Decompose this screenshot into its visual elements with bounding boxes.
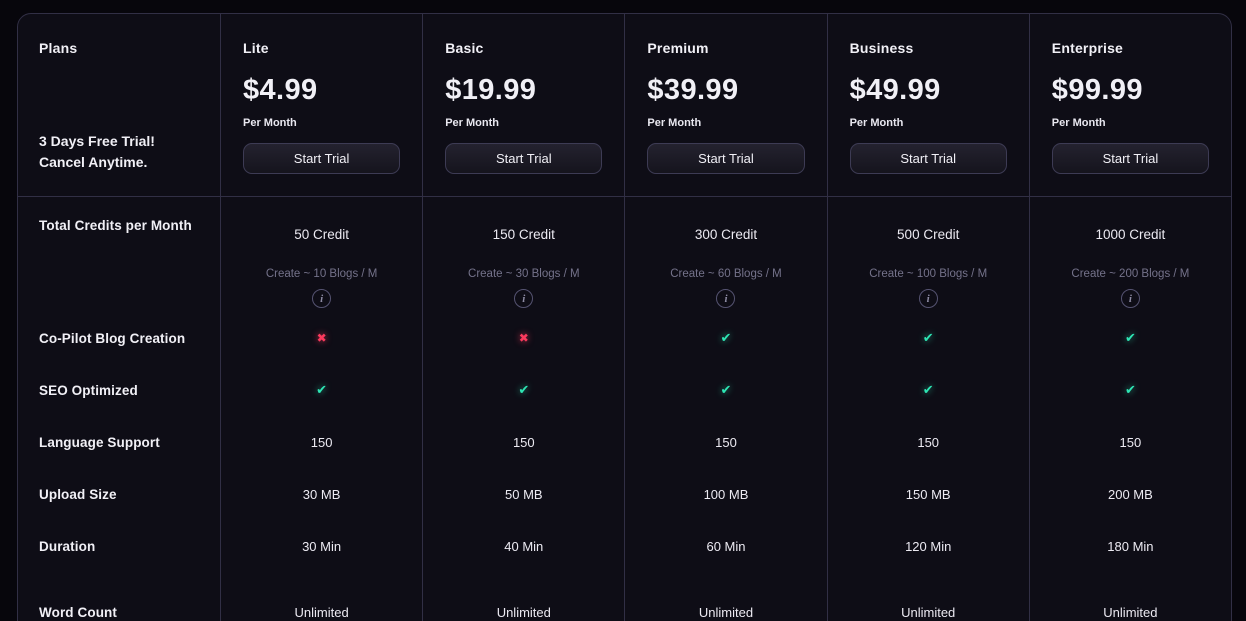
blogs-estimate: Create ~ 60 Blogs / M bbox=[670, 268, 782, 280]
row-label-wordcount: Word Count bbox=[39, 604, 117, 620]
info-icon[interactable]: i bbox=[918, 289, 938, 308]
start-trial-button-business[interactable]: Start Trial bbox=[849, 143, 1007, 174]
wordcount-cell-business: Unlimited bbox=[826, 572, 1029, 621]
credits-cell-business: 500 Credit Create ~ 100 Blogs / M i bbox=[826, 197, 1029, 312]
seo-cell-basic: ✔ bbox=[422, 364, 624, 416]
plan-name: Basic bbox=[445, 40, 484, 56]
credits-cell-lite: 50 Credit Create ~ 10 Blogs / M i bbox=[220, 197, 422, 312]
plan-header-premium: Premium $39.99 Per Month Start Trial bbox=[624, 14, 827, 197]
wordcount-cell-enterprise: Unlimited bbox=[1028, 572, 1231, 621]
per-month-label: Per Month bbox=[445, 117, 499, 129]
credits-value: 150 Credit bbox=[492, 227, 555, 242]
blogs-estimate: Create ~ 100 Blogs / M bbox=[869, 268, 988, 280]
info-icon[interactable]: i bbox=[312, 289, 332, 308]
plans-heading: Plans bbox=[39, 40, 78, 56]
language-cell-basic: 150 bbox=[422, 416, 624, 468]
seo-cell-premium: ✔ bbox=[624, 364, 826, 416]
plan-header-basic: Basic $19.99 Per Month Start Trial bbox=[422, 14, 625, 197]
plan-header-business: Business $49.99 Per Month Start Trial bbox=[826, 14, 1029, 197]
row-label-credits: Total Credits per Month bbox=[39, 218, 192, 233]
plan-price: $4.99 bbox=[243, 74, 318, 106]
language-cell-business: 150 bbox=[826, 416, 1029, 468]
plan-name: Enterprise bbox=[1051, 40, 1124, 56]
upload-cell-lite: 30 MB bbox=[220, 468, 422, 520]
plan-price: $39.99 bbox=[647, 74, 739, 106]
info-icon[interactable]: i bbox=[716, 289, 736, 308]
language-cell-lite: 150 bbox=[220, 416, 422, 468]
seo-cell-business: ✔ bbox=[826, 364, 1029, 416]
pricing-table: Plans 3 Days Free Trial! Cancel Anytime.… bbox=[17, 13, 1232, 621]
duration-cell-business: 120 Min bbox=[826, 520, 1029, 572]
per-month-label: Per Month bbox=[1051, 117, 1106, 129]
seo-cell-lite: ✔ bbox=[220, 364, 422, 416]
check-icon: ✔ bbox=[720, 330, 732, 346]
cross-icon: ✖ bbox=[518, 331, 529, 345]
copilot-cell-basic: ✖ bbox=[422, 312, 624, 364]
upload-cell-premium: 100 MB bbox=[624, 468, 826, 520]
start-trial-button-enterprise[interactable]: Start Trial bbox=[1051, 143, 1209, 174]
check-icon: ✔ bbox=[922, 382, 934, 398]
upload-cell-basic: 50 MB bbox=[422, 468, 624, 520]
corner-cell: Plans 3 Days Free Trial! Cancel Anytime. bbox=[18, 14, 220, 197]
row-label-upload: Upload Size bbox=[39, 486, 117, 502]
duration-cell-basic: 40 Min bbox=[422, 520, 624, 572]
row-label-seo: SEO Optimized bbox=[39, 382, 138, 398]
per-month-label: Per Month bbox=[243, 117, 297, 129]
row-label-language: Language Support bbox=[39, 434, 160, 450]
duration-cell-enterprise: 180 Min bbox=[1028, 520, 1231, 572]
plan-price: $19.99 bbox=[445, 74, 537, 106]
check-icon: ✔ bbox=[1124, 330, 1136, 346]
credits-cell-enterprise: 1000 Credit Create ~ 200 Blogs / M i bbox=[1028, 197, 1231, 312]
cross-icon: ✖ bbox=[316, 331, 327, 345]
check-icon: ✔ bbox=[316, 382, 328, 398]
copilot-cell-enterprise: ✔ bbox=[1028, 312, 1231, 364]
wordcount-cell-lite: Unlimited bbox=[220, 572, 422, 621]
credits-value: 1000 Credit bbox=[1095, 227, 1166, 242]
check-icon: ✔ bbox=[720, 382, 732, 398]
check-icon: ✔ bbox=[518, 382, 530, 398]
credits-cell-premium: 300 Credit Create ~ 60 Blogs / M i bbox=[624, 197, 826, 312]
plan-header-enterprise: Enterprise $99.99 Per Month Start Trial bbox=[1028, 14, 1231, 197]
copilot-cell-lite: ✖ bbox=[220, 312, 422, 364]
per-month-label: Per Month bbox=[849, 117, 904, 129]
credits-value: 500 Credit bbox=[897, 227, 960, 242]
copilot-cell-premium: ✔ bbox=[624, 312, 826, 364]
seo-cell-enterprise: ✔ bbox=[1028, 364, 1231, 416]
per-month-label: Per Month bbox=[647, 117, 702, 129]
plan-header-lite: Lite $4.99 Per Month Start Trial bbox=[220, 14, 423, 197]
language-cell-premium: 150 bbox=[624, 416, 826, 468]
duration-cell-lite: 30 Min bbox=[220, 520, 422, 572]
info-icon[interactable]: i bbox=[1120, 289, 1140, 308]
check-icon: ✔ bbox=[1124, 382, 1136, 398]
row-label-duration: Duration bbox=[39, 538, 96, 554]
copilot-cell-business: ✔ bbox=[826, 312, 1029, 364]
plan-price: $49.99 bbox=[849, 74, 941, 106]
plan-name: Business bbox=[849, 40, 914, 56]
info-icon[interactable]: i bbox=[514, 289, 534, 308]
upload-cell-enterprise: 200 MB bbox=[1028, 468, 1231, 520]
blogs-estimate: Create ~ 200 Blogs / M bbox=[1071, 268, 1190, 280]
credits-value: 300 Credit bbox=[694, 227, 758, 242]
wordcount-cell-basic: Unlimited bbox=[422, 572, 624, 621]
start-trial-button-premium[interactable]: Start Trial bbox=[647, 143, 805, 174]
language-cell-enterprise: 150 bbox=[1028, 416, 1231, 468]
check-icon: ✔ bbox=[922, 330, 934, 346]
trial-note-line2: Cancel Anytime. bbox=[39, 154, 148, 171]
start-trial-button-lite[interactable]: Start Trial bbox=[243, 143, 401, 174]
trial-note: 3 Days Free Trial! Cancel Anytime. bbox=[39, 131, 200, 174]
trial-note-line1: 3 Days Free Trial! bbox=[39, 132, 155, 149]
credits-cell-basic: 150 Credit Create ~ 30 Blogs / M i bbox=[422, 197, 624, 312]
credits-value: 50 Credit bbox=[294, 227, 349, 242]
plan-name: Premium bbox=[647, 40, 709, 56]
duration-cell-premium: 60 Min bbox=[624, 520, 826, 572]
row-label-copilot: Co-Pilot Blog Creation bbox=[39, 330, 186, 346]
upload-cell-business: 150 MB bbox=[826, 468, 1029, 520]
plan-price: $99.99 bbox=[1051, 74, 1143, 106]
blogs-estimate: Create ~ 30 Blogs / M bbox=[468, 268, 580, 280]
wordcount-cell-premium: Unlimited bbox=[624, 572, 826, 621]
plan-name: Lite bbox=[243, 40, 269, 56]
blogs-estimate: Create ~ 10 Blogs / M bbox=[265, 268, 378, 280]
start-trial-button-basic[interactable]: Start Trial bbox=[445, 143, 603, 174]
